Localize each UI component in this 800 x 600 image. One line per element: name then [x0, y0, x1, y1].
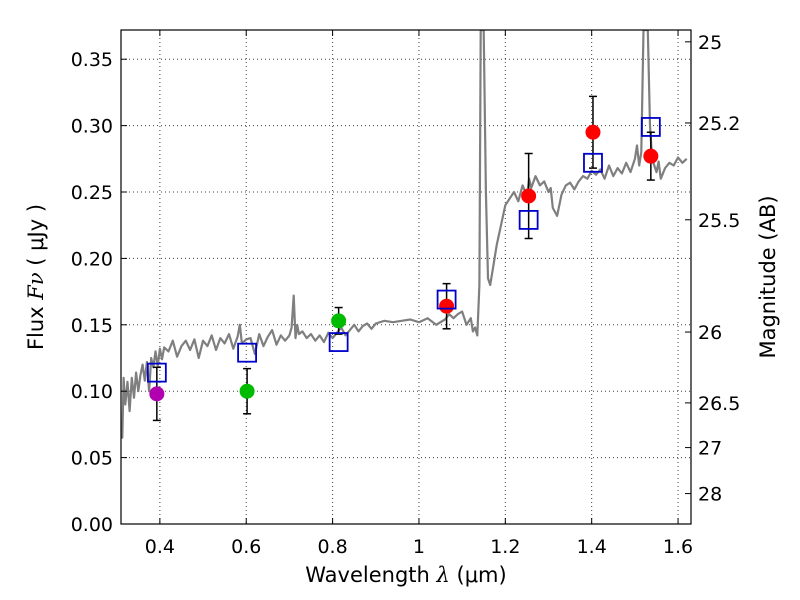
y-tick-label: 0.15 [71, 315, 113, 337]
x-tick-label: 0.4 [145, 536, 175, 558]
x-tick-label: 1.2 [490, 536, 520, 558]
model-point [640, 117, 661, 137]
mag-tick-label: 25.2 [698, 113, 740, 135]
spectrum-line [121, 30, 688, 439]
mag-tick-label: 26.5 [698, 393, 740, 415]
plot-area [121, 30, 688, 439]
x-tick-label: 1.6 [663, 536, 693, 558]
model-point [436, 289, 457, 310]
model-point [237, 342, 257, 363]
observed-point [643, 148, 659, 164]
observed-point [585, 124, 601, 140]
mag-tick-label: 25.5 [698, 210, 740, 232]
axis-ticks: 0.4 0.6 0.8 1 1.2 1.4 1.6 0.00 0.05 0.10 0.15 0.20 0… [71, 30, 740, 558]
mag-tick-label: 25 [698, 32, 722, 54]
x-tick-label: 0.6 [231, 536, 261, 558]
x-tick-label: 1.4 [577, 536, 607, 558]
model-point [583, 152, 603, 173]
mag-tick-label: 28 [698, 484, 722, 506]
observed-point [521, 188, 537, 204]
plot-frame [120, 29, 692, 525]
mag-tick-label: 26 [698, 322, 722, 344]
data-points [146, 95, 661, 422]
model-point [146, 362, 167, 383]
y-axis-label: Flux Fν ( μJy ) [24, 204, 48, 350]
observed-point [149, 386, 165, 402]
y-tick-label: 0.25 [71, 182, 113, 204]
y-tick-label: 0.35 [71, 49, 113, 71]
observed-point [239, 383, 255, 399]
x-tick-label: 1 [413, 536, 425, 558]
y-tick-label: 0.10 [71, 381, 113, 403]
y2-axis-label: Magnitude (AB) [756, 195, 780, 358]
y-tick-label: 0.20 [71, 248, 113, 270]
mag-tick-label: 27 [698, 438, 722, 460]
x-axis-label: Wavelength λ (μm) [305, 563, 506, 587]
model-point [328, 332, 349, 352]
x-tick-label: 0.8 [317, 536, 347, 558]
model-point [518, 209, 539, 230]
y-tick-label: 0.30 [71, 116, 113, 138]
observed-point [439, 298, 455, 314]
observed-point [331, 313, 347, 329]
y-tick-label: 0.00 [71, 514, 113, 536]
y-tick-label: 0.05 [71, 448, 113, 470]
